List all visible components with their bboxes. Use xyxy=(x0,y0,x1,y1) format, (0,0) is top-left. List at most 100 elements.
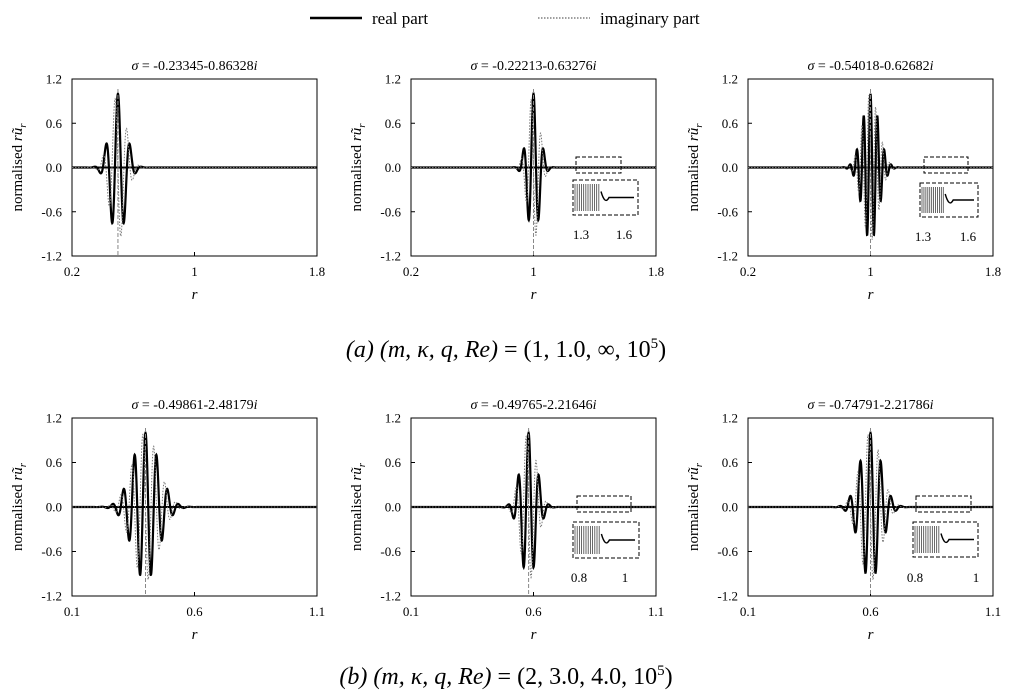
y-tick-label: 1.2 xyxy=(722,411,738,426)
y-tick-label: 0.6 xyxy=(385,455,402,470)
y-axis-label-var: rũ xyxy=(349,467,365,481)
y-axis-label-var: rũ xyxy=(686,127,702,141)
caption-b-tag: (b) xyxy=(339,664,367,690)
sigma-symbol: σ xyxy=(470,398,478,413)
series-real-part xyxy=(72,91,317,226)
y-tick-label: 0.6 xyxy=(46,116,63,131)
inset-decay-line xyxy=(944,193,974,204)
sigma-symbol: σ xyxy=(470,59,478,74)
y-tick-label: -1.2 xyxy=(717,589,738,604)
sigma-value: = -0.54018-0.62682 xyxy=(814,59,929,74)
y-tick-label: -0.6 xyxy=(717,204,738,219)
inset-tick-right: 1 xyxy=(622,570,629,585)
inset-tick-right: 1.6 xyxy=(960,229,977,244)
y-tick-label: -1.2 xyxy=(380,589,401,604)
y-axis-label: normalised rũr xyxy=(686,462,705,551)
inset-decay-line xyxy=(940,533,974,544)
series-imaginary-part xyxy=(72,433,317,581)
x-tick-label: 1 xyxy=(191,264,198,279)
panel-title: σ = -0.49765-2.21646i xyxy=(470,398,596,413)
y-axis-label-text: normalised xyxy=(349,141,365,211)
y-tick-label: -0.6 xyxy=(380,544,401,559)
series-imaginary-part xyxy=(411,435,656,579)
legend: real part imaginary part xyxy=(310,9,700,28)
y-axis-label: normalised rũr xyxy=(349,123,368,212)
inset-tick-left: 0.8 xyxy=(571,570,587,585)
sigma-value: = -0.49861-2.48179 xyxy=(138,398,253,413)
y-tick-label: -0.6 xyxy=(380,204,401,219)
y-tick-label: 0.6 xyxy=(385,116,402,131)
y-tick-label: 1.2 xyxy=(722,72,738,87)
y-axis-label-text: normalised xyxy=(10,481,26,551)
series-imaginary-part xyxy=(72,97,317,238)
y-tick-label: -0.6 xyxy=(41,544,62,559)
sigma-value: = -0.74791-2.21786 xyxy=(814,398,929,413)
inset-tick-right: 1 xyxy=(973,570,980,585)
series-real-part xyxy=(411,90,656,223)
y-axis-label-sub: r xyxy=(693,123,705,128)
y-axis-label-var: rũ xyxy=(10,127,26,141)
zoom-region-box xyxy=(915,495,972,513)
panel-title: σ = -0.22213-0.63276i xyxy=(470,59,596,74)
inset-decay-line xyxy=(600,533,635,544)
y-tick-label: -1.2 xyxy=(41,589,62,604)
chart-panel-3: σ = -0.54018-0.62682i 1.2 0.6 0.0 -0.6 -1.20.… xyxy=(686,59,1001,303)
inset-tick-right: 1.6 xyxy=(616,227,633,242)
x-tick-label: 1.8 xyxy=(309,264,325,279)
zoom-region-box xyxy=(923,156,969,174)
panel-title: σ = -0.74791-2.21786i xyxy=(807,398,933,413)
y-tick-label: -0.6 xyxy=(41,204,62,219)
y-axis-label-text: normalised xyxy=(686,481,702,551)
y-axis-label-sub: r xyxy=(693,462,705,467)
panel-title: σ = -0.54018-0.62682i xyxy=(807,59,933,74)
x-tick-label: 0.2 xyxy=(403,264,419,279)
y-tick-label: 1.2 xyxy=(385,72,401,87)
y-axis-label-sub: r xyxy=(17,123,29,128)
chart-panel-2: σ = -0.22213-0.63276i 1.2 0.6 0.0 -0.6 -1.20.… xyxy=(349,59,664,303)
x-tick-label: 1 xyxy=(530,264,537,279)
sigma-imag-unit: i xyxy=(930,59,934,74)
y-tick-label: -1.2 xyxy=(717,249,738,264)
chart-panel-5: σ = -0.49765-2.21646i1.20.60.0-0.6-1.20.… xyxy=(349,398,664,643)
y-tick-label: 0.6 xyxy=(722,116,739,131)
y-axis-label-sub: r xyxy=(356,462,368,467)
y-axis-label-sub: r xyxy=(356,123,368,128)
x-tick-label: 0.2 xyxy=(64,264,80,279)
panel-title: σ = -0.49861-2.48179i xyxy=(131,398,257,413)
caption-b-values: = (2, 3.0, 4.0, 10 xyxy=(498,664,658,690)
y-axis-label-text: normalised xyxy=(686,141,702,211)
x-axis-label: r xyxy=(192,627,198,643)
y-tick-label: -0.6 xyxy=(717,544,738,559)
inset-tick-left: 1.3 xyxy=(573,227,589,242)
inset-decay-line xyxy=(600,191,634,202)
sigma-imag-unit: i xyxy=(254,398,258,413)
series-real-part xyxy=(72,429,317,577)
sigma-imag-unit: i xyxy=(254,59,258,74)
caption-a-values: = (1, 1.0, ∞, 10 xyxy=(504,337,651,363)
y-tick-label: 0.6 xyxy=(46,455,63,470)
chart-panels: σ = -0.23345-0.86328i1.20.60.0-0.6-1.20.… xyxy=(10,59,1001,643)
x-axis-label: r xyxy=(868,627,874,643)
y-tick-label: 0.6 xyxy=(722,455,739,470)
y-tick-label: 0.0 xyxy=(722,500,738,515)
zoom-region-box xyxy=(575,156,622,174)
chart-panel-6: σ = -0.74791-2.21786i 1.2 0.6 0.0 -0.6 -1.2 0.… xyxy=(686,398,1001,643)
sigma-value: = -0.49765-2.21646 xyxy=(477,398,592,413)
sigma-symbol: σ xyxy=(131,59,139,74)
y-axis-label: normalised rũr xyxy=(686,123,705,212)
caption-a: (a) (m, κ, q, Re) = (1, 1.0, ∞, 105) xyxy=(346,336,666,363)
caption-b-close: ) xyxy=(665,664,673,690)
y-tick-label: 0.0 xyxy=(46,500,62,515)
x-tick-label: 1.1 xyxy=(648,604,664,619)
series-real-part xyxy=(748,93,993,237)
legend-real-label: real part xyxy=(372,9,428,28)
x-tick-label: 1 xyxy=(867,264,874,279)
y-axis-label-text: normalised xyxy=(349,481,365,551)
y-tick-label: 0.0 xyxy=(722,160,738,175)
x-tick-label: 0.2 xyxy=(740,264,756,279)
inset-tick-left: 0.8 xyxy=(907,570,923,585)
y-axis-label-var: rũ xyxy=(349,127,365,141)
x-tick-label: 1.1 xyxy=(309,604,325,619)
y-axis-label: normalised rũr xyxy=(10,462,29,551)
